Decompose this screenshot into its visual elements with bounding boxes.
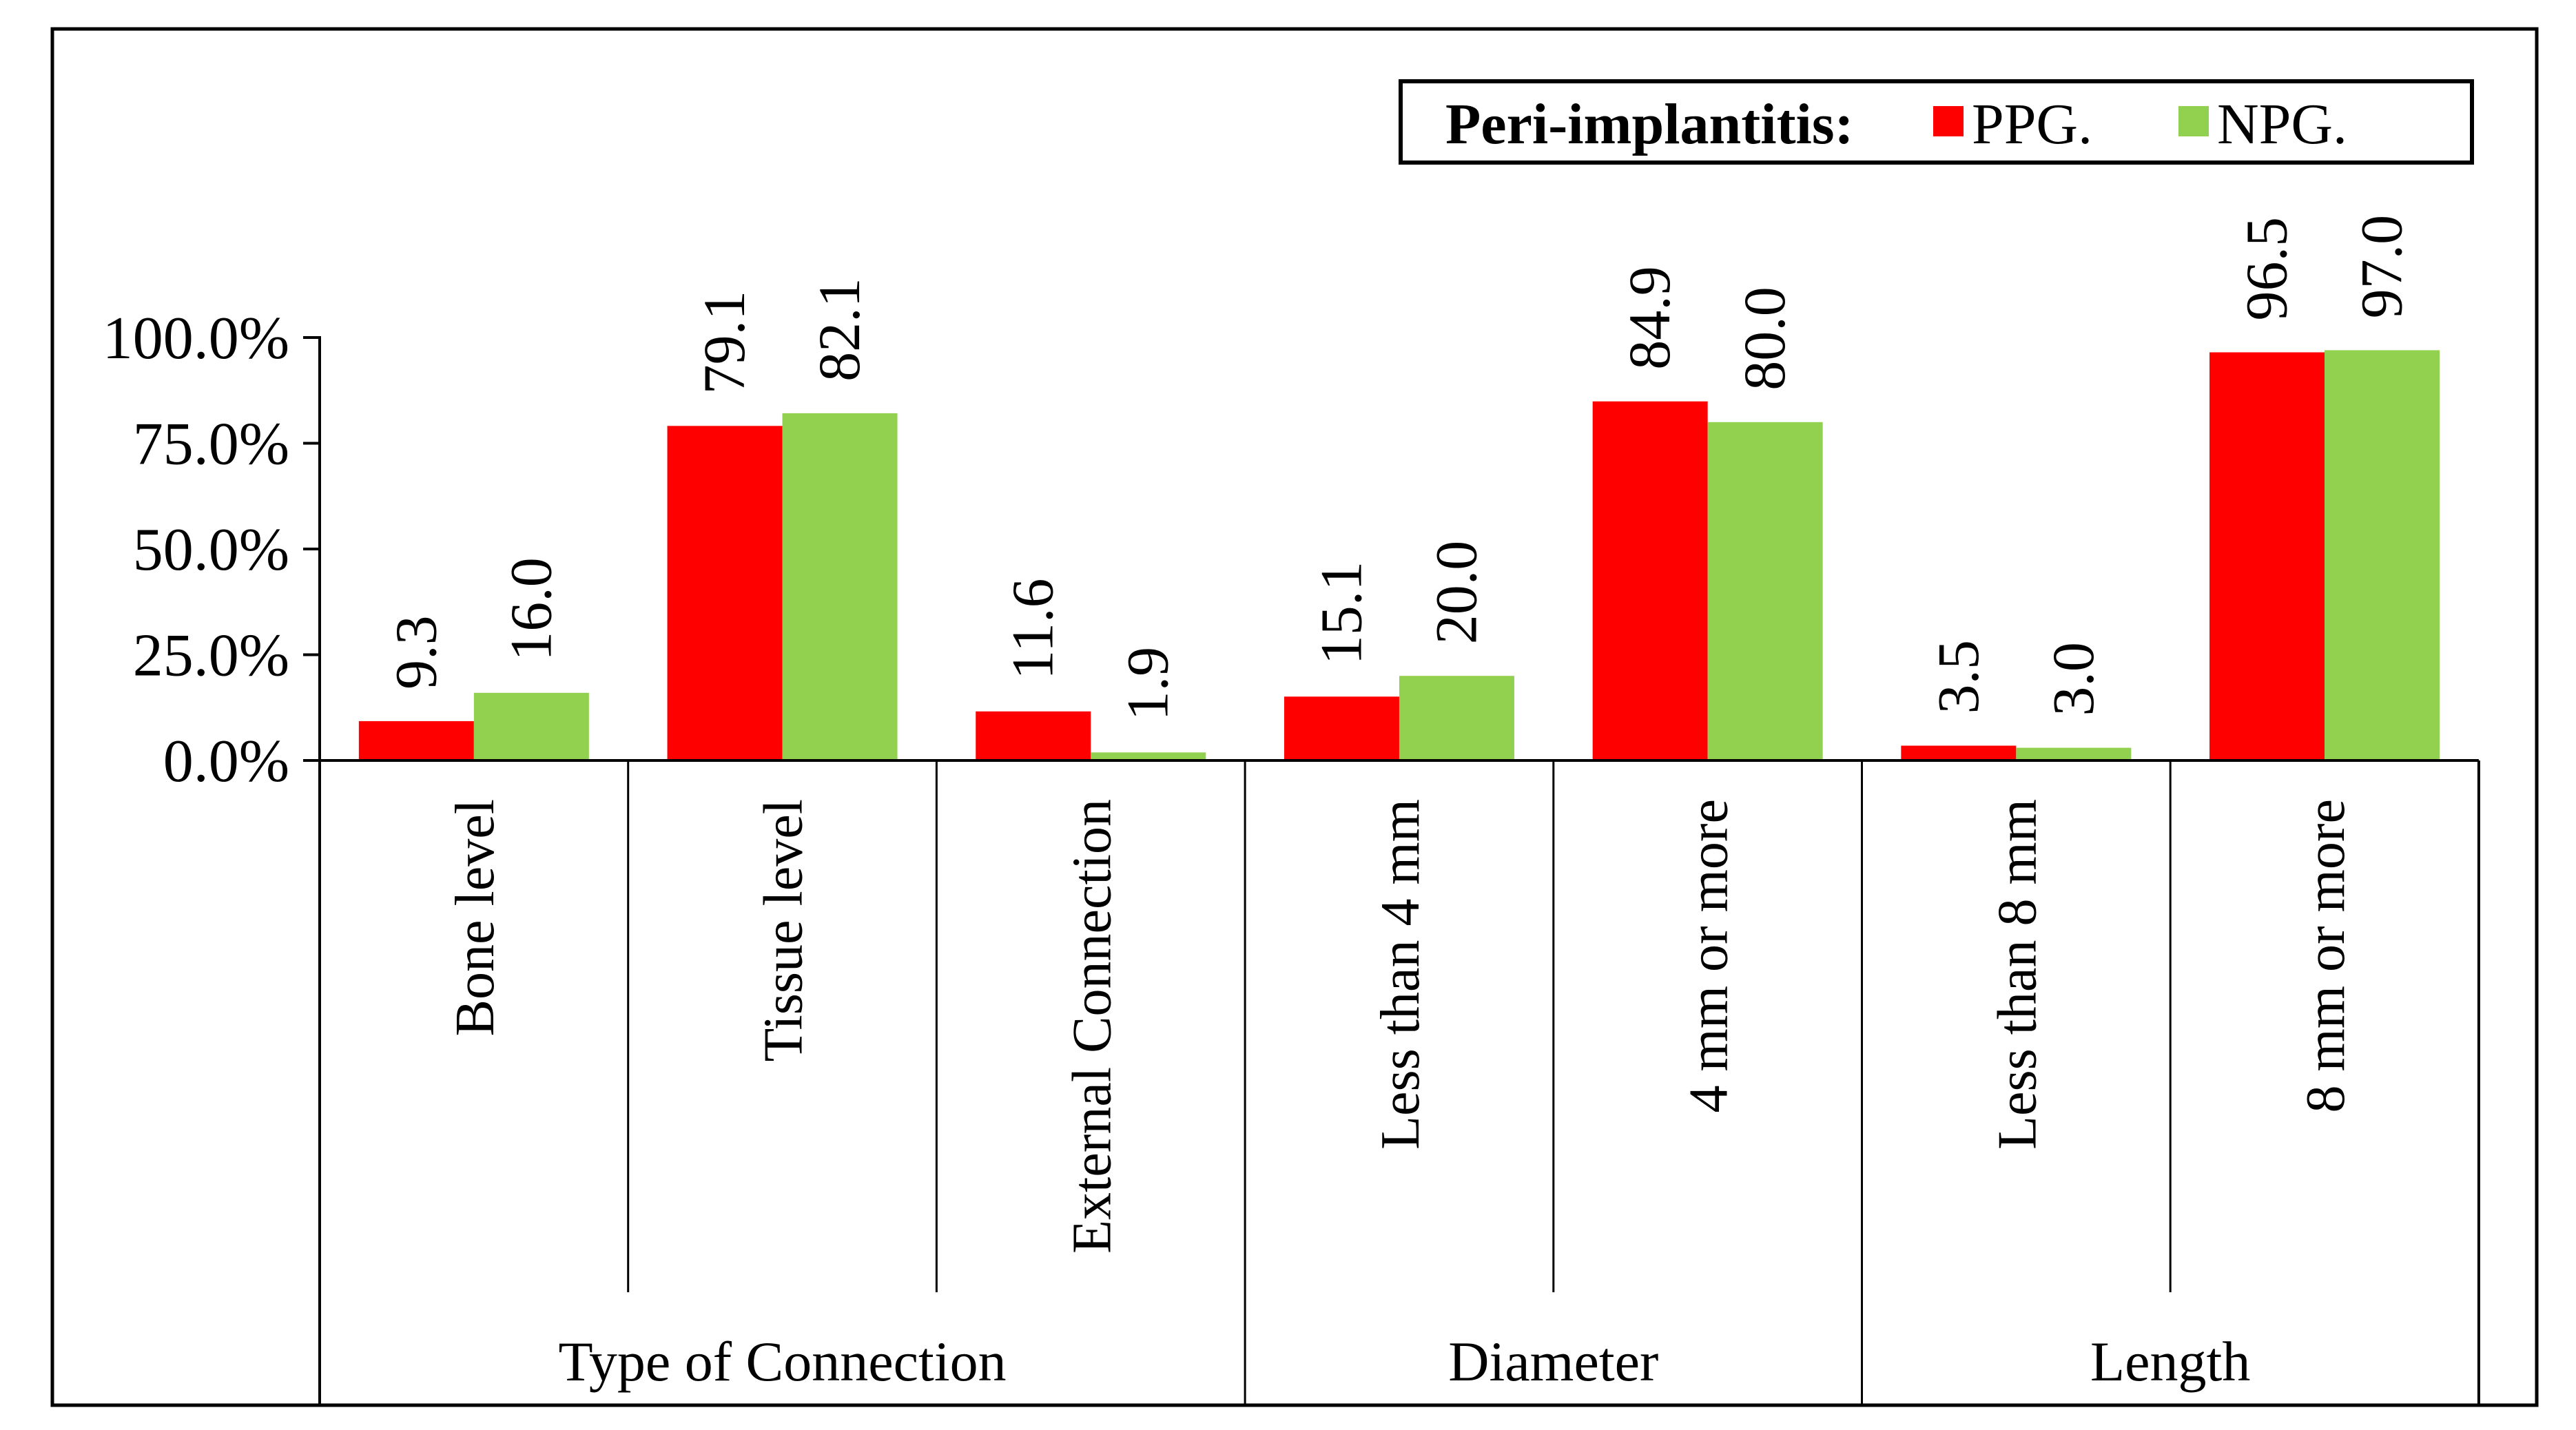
- data-label: 79.1: [691, 291, 757, 395]
- bar-ppg: [1284, 696, 1399, 760]
- bar-npg: [473, 692, 589, 760]
- data-label: 82.1: [806, 278, 872, 382]
- category-label: Tissue level: [754, 799, 814, 1062]
- data-label: 11.6: [1000, 578, 1066, 679]
- bar-ppg: [2209, 352, 2325, 760]
- legend-label-npg: NPG.: [2217, 92, 2347, 156]
- y-tick-label: 50.0%: [133, 517, 289, 583]
- bar-npg: [2325, 350, 2440, 760]
- bar-npg: [782, 413, 898, 760]
- category-label: Less than 8 mm: [1987, 799, 2048, 1150]
- legend-title: Peri-implantitis:: [1445, 92, 1854, 156]
- group-label: Length: [2090, 1330, 2250, 1393]
- chart-frame: [50, 27, 2539, 1407]
- legend-box: [1399, 79, 2474, 165]
- bar-npg: [2016, 747, 2132, 760]
- bar-npg: [1399, 676, 1514, 760]
- plot-area: 0.0% 25.0% 50.0% 75.0% 100.0% 9.3 16.0 79.1 82.1…: [103, 215, 2480, 1404]
- category-label: 8 mm or more: [2296, 799, 2356, 1112]
- bar-ppg: [976, 711, 1091, 760]
- y-tick-label: 25.0%: [133, 623, 289, 690]
- bar-ppg: [1901, 745, 2017, 760]
- legend-swatch-npg: [2178, 106, 2209, 136]
- bar-ppg: [1592, 401, 1708, 760]
- data-label: 3.5: [1925, 640, 1991, 714]
- group-label: Type of Connection: [558, 1330, 1006, 1393]
- legend-swatch-ppg: [1933, 106, 1964, 136]
- data-label: 16.0: [497, 557, 564, 661]
- y-tick-label: 100.0%: [103, 305, 289, 372]
- data-label: 3.0: [2040, 642, 2106, 716]
- bar-npg: [1707, 422, 1823, 760]
- data-label: 84.9: [1616, 266, 1682, 370]
- category-label: External Connection: [1062, 799, 1122, 1254]
- y-tick-label: 75.0%: [133, 411, 289, 478]
- data-label: 15.1: [1308, 561, 1374, 665]
- data-label: 96.5: [2234, 217, 2300, 321]
- data-label: 1.9: [1115, 647, 1181, 721]
- bar-npg: [1091, 752, 1206, 760]
- bar-ppg: [667, 426, 783, 760]
- legend: Peri-implantitis: PPG. NPG.: [1399, 79, 2474, 165]
- group-label: Diameter: [1448, 1330, 1658, 1393]
- category-label: 4 mm or more: [1679, 799, 1740, 1112]
- category-label: Less than 4 mm: [1370, 799, 1431, 1150]
- data-label: 9.3: [382, 615, 449, 690]
- y-tick-label: 0.0%: [163, 728, 289, 795]
- data-label: 97.0: [2349, 215, 2415, 319]
- legend-label-ppg: PPG.: [1972, 92, 2092, 156]
- category-label: Bone level: [445, 799, 506, 1036]
- data-label: 80.0: [1731, 287, 1797, 391]
- bar-ppg: [358, 721, 474, 760]
- data-label: 20.0: [1423, 541, 1489, 645]
